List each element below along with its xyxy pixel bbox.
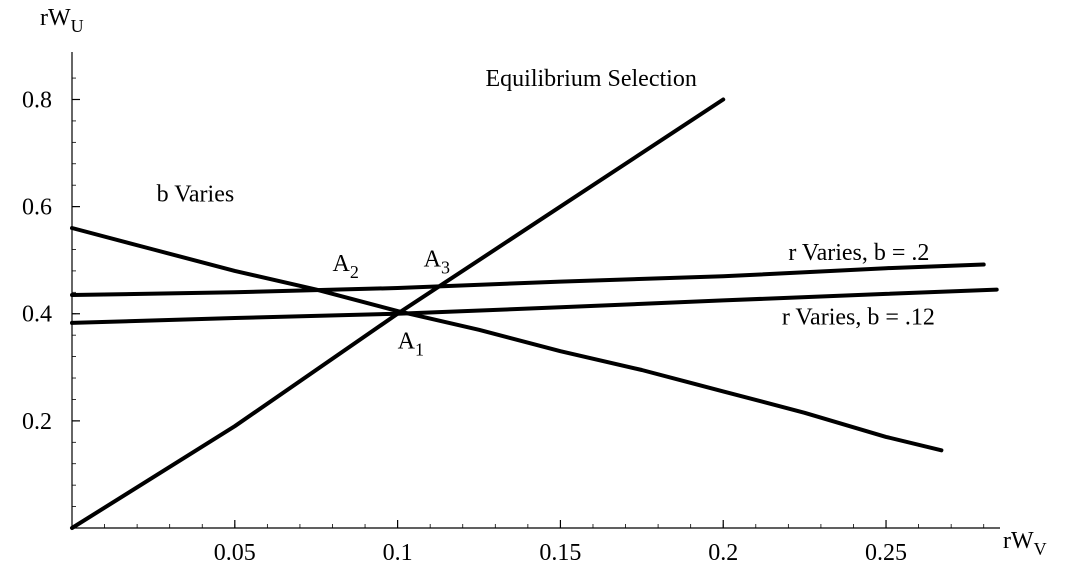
axes: 0.05 0.1 0.15 0.2 0.25 0.2 0.4 0.6 0.8 <box>22 52 1000 566</box>
x-tick-label: 0.2 <box>708 540 738 566</box>
y-tick-label: 0.6 <box>22 195 52 221</box>
label-a1: A1 <box>398 329 424 360</box>
x-axis-label: rWV <box>1003 528 1047 559</box>
annotations: Equilibrium Selection b Varies r Varies, b… <box>157 66 935 359</box>
series-group <box>70 97 999 530</box>
y-tick-label: 0.2 <box>22 409 52 435</box>
label-r-varies-b2: r Varies, b = .2 <box>788 240 929 266</box>
y-tick-label: 0.4 <box>22 302 52 328</box>
x-tick-label: 0.25 <box>865 540 907 566</box>
label-a2: A2 <box>332 251 358 282</box>
y-tick-label: 0.8 <box>22 87 52 113</box>
x-tick-label: 0.1 <box>383 540 413 566</box>
x-tick-label: 0.05 <box>214 540 256 566</box>
x-tick-label: 0.15 <box>539 540 581 566</box>
label-b-varies: b Varies <box>157 181 235 207</box>
series-line-b-varies <box>70 226 944 453</box>
y-axis-label: rWU <box>40 5 84 36</box>
x-axis-label-sub: V <box>1034 539 1047 559</box>
label-r-varies-b12: r Varies, b = .12 <box>782 304 935 330</box>
label-equilibrium: Equilibrium Selection <box>486 66 697 92</box>
series-line-r-varies-b-0.12 <box>70 287 999 325</box>
y-axis-label-sub: U <box>71 16 84 36</box>
label-a3: A3 <box>424 247 450 278</box>
series-line-r-varies-b-0.2 <box>70 262 986 297</box>
